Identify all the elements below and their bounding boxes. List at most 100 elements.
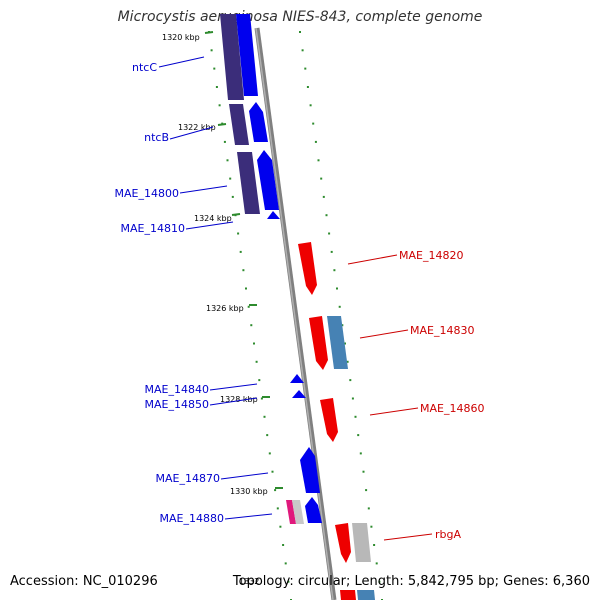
minor-tick-dot bbox=[349, 379, 352, 382]
minor-tick-dot bbox=[215, 86, 218, 88]
gene-MAE_14880-grey[interactable] bbox=[292, 500, 304, 524]
gene-label-MAE_14820[interactable]: MAE_14820 bbox=[399, 249, 463, 262]
minor-tick-dot bbox=[226, 159, 229, 162]
minor-tick-dot bbox=[309, 104, 312, 107]
minor-tick-dot bbox=[247, 305, 250, 308]
gene-MAE_14830-neighbor[interactable] bbox=[327, 316, 348, 369]
minor-tick-dot bbox=[306, 86, 309, 88]
minor-tick-dot bbox=[330, 250, 333, 253]
minor-tick-dot bbox=[359, 452, 362, 455]
minor-tick-dot bbox=[351, 397, 354, 400]
minor-tick-dot bbox=[346, 360, 349, 363]
gene-ntcC[interactable] bbox=[236, 14, 258, 96]
genome-backbone bbox=[254, 27, 337, 600]
gene-ntcB[interactable] bbox=[249, 102, 268, 142]
genome-backbone-highlight bbox=[255, 27, 334, 600]
gene-label-ntcB[interactable]: ntcB bbox=[144, 131, 169, 144]
gene-label-MAE_14810[interactable]: MAE_14810 bbox=[121, 222, 185, 235]
gene-MAE_14870[interactable] bbox=[300, 447, 320, 493]
gene-label-MAE_14860[interactable]: MAE_14860 bbox=[420, 402, 484, 415]
minor-tick-dot bbox=[263, 415, 266, 418]
gene-MAE_14860[interactable] bbox=[320, 398, 338, 442]
tick-label: 1332 bbox=[239, 577, 259, 586]
minor-tick-dot bbox=[314, 140, 317, 143]
minor-tick-dot bbox=[341, 324, 344, 327]
minor-tick-dot bbox=[268, 452, 271, 455]
minor-tick-dot bbox=[325, 214, 328, 217]
minor-tick-dot bbox=[312, 122, 315, 125]
minor-tick-dot bbox=[322, 195, 325, 198]
minor-tick-dot bbox=[242, 269, 245, 272]
gene-label-MAE_14850[interactable]: MAE_14850 bbox=[145, 398, 209, 411]
minor-tick-dot bbox=[365, 489, 368, 492]
tick-label: 1328 kbp bbox=[220, 395, 258, 404]
forward-callouts bbox=[158, 56, 273, 520]
minor-tick-dot bbox=[266, 434, 269, 437]
gene-ntcB-paralog[interactable] bbox=[229, 104, 249, 145]
minor-tick-dot bbox=[229, 177, 232, 180]
gene-MAE_14880-pink[interactable] bbox=[286, 500, 296, 524]
minor-tick-dot bbox=[210, 49, 213, 52]
gene-MAE_14810[interactable] bbox=[267, 211, 280, 219]
minor-tick-dot bbox=[287, 580, 290, 583]
gene-MAE_14850[interactable] bbox=[292, 390, 306, 398]
gene-next-blue[interactable] bbox=[357, 590, 375, 600]
minor-tick-dot bbox=[367, 507, 370, 510]
gene-MAE_14840[interactable] bbox=[290, 374, 304, 383]
gene-label-MAE_14880[interactable]: MAE_14880 bbox=[160, 512, 224, 525]
minor-tick-dot bbox=[218, 104, 221, 107]
gene-rbgA[interactable] bbox=[335, 523, 351, 563]
minor-tick-dot bbox=[253, 342, 255, 345]
minor-tick-dot bbox=[276, 507, 279, 510]
minor-tick-dot bbox=[271, 470, 274, 473]
tick-label: 1324 kbp bbox=[194, 214, 232, 223]
minor-tick-dot bbox=[245, 287, 247, 290]
minor-tick-dot bbox=[370, 525, 373, 528]
tick-marks bbox=[204, 31, 283, 489]
minor-tick-dot bbox=[255, 360, 258, 363]
minor-tick-dot bbox=[284, 562, 287, 565]
minor-tick-dot bbox=[338, 305, 341, 308]
gene-MAE_14800[interactable] bbox=[257, 150, 279, 210]
minor-tick-dot bbox=[336, 287, 338, 290]
gene-MAE_14820[interactable] bbox=[298, 242, 317, 295]
minor-tick-dot bbox=[260, 397, 263, 400]
gene-label-MAE_14840[interactable]: MAE_14840 bbox=[145, 383, 209, 396]
minor-tick-dot bbox=[375, 562, 378, 565]
minor-tick-dot bbox=[378, 580, 381, 583]
reverse-genes bbox=[298, 242, 375, 600]
tick-mark bbox=[204, 31, 214, 34]
tick-mark bbox=[217, 123, 227, 126]
minor-tick-dot bbox=[223, 140, 226, 143]
accession-label: Accession: NC_010296 bbox=[10, 574, 158, 589]
gene-next-red[interactable] bbox=[340, 590, 356, 600]
minor-tick-dot bbox=[304, 67, 307, 70]
gene-label-rbgA[interactable]: rbgA bbox=[435, 528, 461, 541]
gene-label-MAE_14870[interactable]: MAE_14870 bbox=[156, 472, 220, 485]
minor-tick-dot bbox=[282, 544, 285, 546]
minor-tick-dot bbox=[354, 415, 357, 418]
gene-label-ntcC[interactable]: ntcC bbox=[132, 61, 157, 74]
minor-tick-dot bbox=[328, 232, 331, 235]
gene-MAE_14830[interactable] bbox=[309, 316, 328, 370]
gene-rbgA-neighbor[interactable] bbox=[352, 523, 371, 562]
gene-MAE_14880[interactable] bbox=[305, 497, 322, 523]
tick-label: 1320 kbp bbox=[162, 33, 200, 42]
gene-label-MAE_14800[interactable]: MAE_14800 bbox=[115, 187, 179, 200]
minor-tick-dot bbox=[320, 177, 323, 180]
minor-tick-dot bbox=[250, 324, 253, 327]
gene-label-MAE_14830[interactable]: MAE_14830 bbox=[410, 324, 474, 337]
gene-ntcC-paralog[interactable] bbox=[220, 14, 244, 100]
minor-tick-dot bbox=[301, 49, 304, 52]
minor-tick-dot bbox=[239, 250, 242, 253]
minor-tick-dot bbox=[357, 434, 360, 437]
gene-MAE_14800-paralog[interactable] bbox=[237, 152, 260, 214]
minor-tick-dot bbox=[362, 470, 365, 473]
minor-tick-dot bbox=[279, 525, 282, 528]
minor-tick-dot bbox=[299, 31, 301, 33]
tick-label: 1322 kbp bbox=[178, 123, 216, 132]
minor-tick-dot bbox=[373, 544, 376, 546]
genome-stats: Topology: circular; Length: 5,842,795 bp… bbox=[232, 574, 590, 589]
tick-label: 1330 kbp bbox=[230, 487, 268, 496]
